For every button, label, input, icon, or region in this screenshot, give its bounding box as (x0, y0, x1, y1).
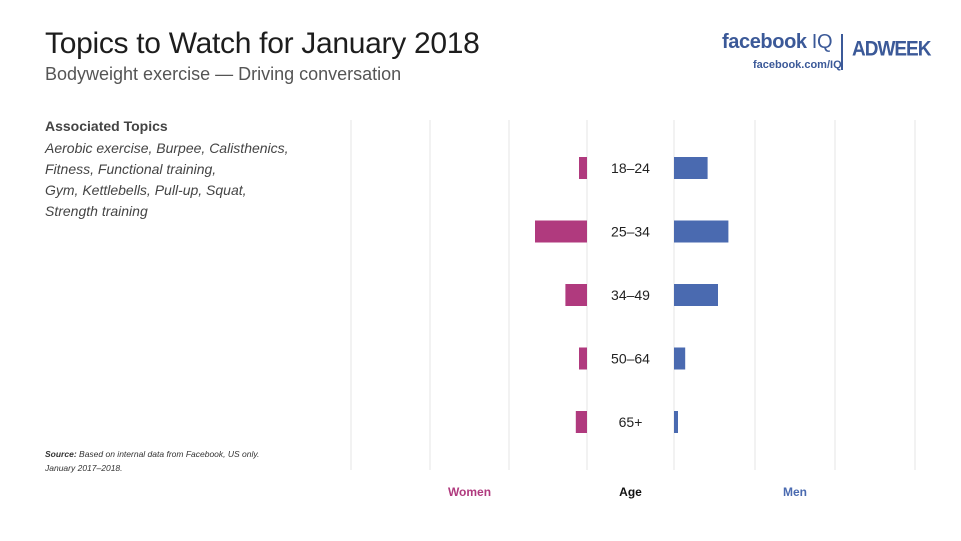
age-category-label: 18–24 (611, 160, 650, 176)
associated-topics-heading: Associated Topics (45, 118, 168, 134)
bar-men (674, 157, 708, 179)
brand-lockup: facebook IQ facebook.com/IQ ADWEEK (722, 31, 931, 71)
source-date: January 2017–2018. (45, 463, 123, 473)
legend-women: Women (448, 485, 491, 499)
associated-topics-line: Aerobic exercise, Burpee, Calisthenics, (45, 140, 289, 156)
associated-topics-line: Gym, Kettlebells, Pull-up, Squat, (45, 182, 247, 198)
bar-men (674, 347, 686, 370)
bar-women (575, 411, 587, 433)
facebook-iq-url: facebook.com/IQ (753, 59, 842, 71)
facebook-iq-logo: facebook IQ (722, 31, 833, 53)
page-subtitle: Bodyweight exercise — Driving conversati… (45, 64, 402, 84)
bar-women (565, 284, 587, 306)
adweek-logo: ADWEEK (852, 37, 931, 61)
age-category-label: 50–64 (611, 351, 650, 367)
age-category-label: 34–49 (611, 287, 650, 303)
associated-topics-line: Fitness, Functional training, (45, 161, 217, 177)
associated-topics-list: Aerobic exercise, Burpee, Calisthenics, … (45, 138, 335, 222)
age-category-label: 65+ (619, 414, 643, 430)
bar-men (674, 411, 678, 433)
age-category-label: 25–34 (611, 224, 650, 240)
legend-age: Age (619, 485, 642, 499)
brand-divider (841, 34, 843, 70)
associated-topics-line: Strength training (45, 203, 148, 219)
bar-women (579, 347, 587, 370)
bar-women (535, 220, 587, 243)
legend-men: Men (783, 485, 807, 499)
bar-men (674, 220, 729, 243)
page-title: Topics to Watch for January 2018 (45, 27, 480, 60)
source-label: Source: (45, 449, 77, 459)
source-text: Based on internal data from Facebook, US… (79, 449, 260, 459)
bar-men (674, 284, 718, 306)
bar-women (579, 157, 587, 179)
source-note: Source: Based on internal data from Face… (45, 447, 305, 475)
